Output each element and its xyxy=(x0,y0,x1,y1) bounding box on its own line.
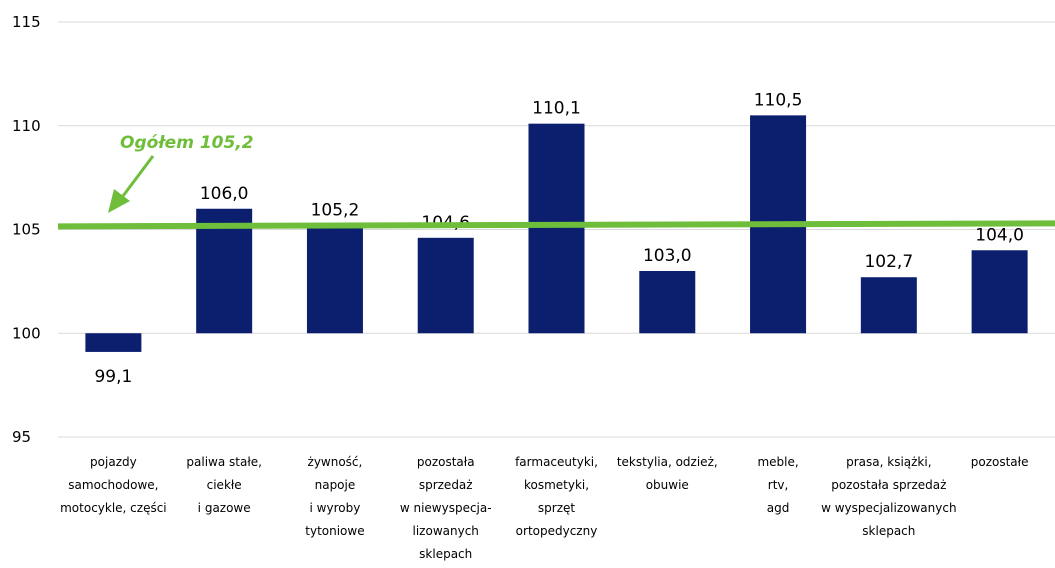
data-label: 110,5 xyxy=(754,90,803,110)
y-tick-label: 110 xyxy=(12,117,41,135)
x-tick-label: samochodowe, xyxy=(68,478,158,492)
bar xyxy=(85,333,142,352)
data-label: 105,2 xyxy=(311,200,360,220)
x-tick-label: w niewyspecja- xyxy=(400,501,492,515)
x-tick-label: rtv, xyxy=(768,478,789,492)
x-tick-label: pozostałe xyxy=(971,455,1029,469)
x-tick-label: tytoniowe xyxy=(305,524,364,538)
data-label: 103,0 xyxy=(643,246,692,266)
x-tick-label: i wyroby xyxy=(310,501,361,515)
x-tick-label: meble, xyxy=(757,455,798,469)
x-tick-label: ciekłe xyxy=(207,478,242,492)
average-label: Ogółem 105,2 xyxy=(120,133,254,153)
reference-line-group: Ogółem 105,2 xyxy=(57,133,1055,230)
data-label: 99,1 xyxy=(94,367,132,387)
x-tick-label: pojazdy xyxy=(90,455,137,469)
average-arrowhead xyxy=(108,189,130,213)
bar xyxy=(971,250,1028,334)
average-line xyxy=(57,220,1055,230)
bars xyxy=(85,115,1028,352)
data-label: 102,7 xyxy=(864,252,913,272)
bar xyxy=(196,208,253,334)
x-tick-label: prasa, książki, xyxy=(846,455,931,469)
x-tick-label: tekstylia, odzież, xyxy=(617,455,718,469)
x-axis-labels: pojazdy samochodowe, motocykle, części pali… xyxy=(60,455,1028,561)
y-tick-label: 105 xyxy=(12,221,41,239)
bar xyxy=(417,237,474,334)
x-tick-label: ortopedyczny xyxy=(516,524,598,538)
y-tick-label: 115 xyxy=(12,13,41,31)
x-tick-label: w wyspecjalizowanych xyxy=(821,501,956,515)
data-label: 106,0 xyxy=(200,184,249,204)
y-tick-label: 100 xyxy=(12,324,41,342)
x-tick-label: farmaceutyki, xyxy=(515,455,598,469)
x-tick-label: agd xyxy=(767,501,790,515)
x-tick-label: sklepach xyxy=(862,524,915,538)
data-label: 104,0 xyxy=(975,225,1024,245)
bar xyxy=(639,271,696,334)
bar xyxy=(860,277,917,334)
y-tick-label: 95 xyxy=(12,428,31,446)
x-tick-label: sprzedaż xyxy=(419,478,473,492)
data-label: 110,1 xyxy=(532,99,581,119)
x-tick-label: obuwie xyxy=(646,478,689,492)
data-labels: 99,1106,0105,2104,6110,1103,0110,5102,71… xyxy=(94,90,1023,387)
bar xyxy=(528,123,585,334)
bar xyxy=(306,225,363,334)
x-tick-label: pozostała xyxy=(417,455,475,469)
x-tick-label: żywność, xyxy=(308,455,363,469)
x-tick-label: sklepach xyxy=(419,547,472,561)
x-tick-label: motocykle, części xyxy=(60,501,167,515)
x-tick-label: napoje xyxy=(315,478,356,492)
x-tick-label: sprzęt xyxy=(538,501,575,515)
x-tick-label: pozostała sprzedaż xyxy=(831,478,946,492)
x-tick-label: lizowanych xyxy=(413,524,479,538)
x-tick-label: paliwa stałe, xyxy=(186,455,262,469)
x-tick-label: i gazowe xyxy=(198,501,251,515)
average-arrow xyxy=(121,155,155,197)
y-axis: 95 100 105 110 115 xyxy=(12,13,41,446)
x-tick-label: kosmetyki, xyxy=(524,478,589,492)
